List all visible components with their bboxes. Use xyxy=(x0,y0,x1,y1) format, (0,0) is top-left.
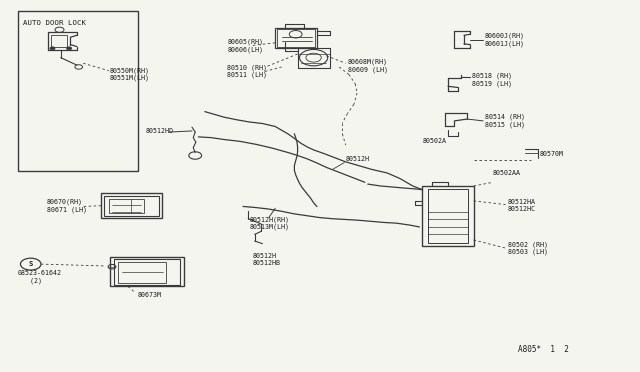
Text: 80502 (RH)
80503 (LH): 80502 (RH) 80503 (LH) xyxy=(508,241,548,255)
Bar xyxy=(110,257,184,286)
Bar xyxy=(104,196,159,216)
Text: 80512H
80512HB: 80512H 80512HB xyxy=(253,253,281,266)
Text: 80512HA
80512HC: 80512HA 80512HC xyxy=(508,199,536,212)
Text: S: S xyxy=(29,261,33,267)
Text: 80518 (RH)
80519 (LH): 80518 (RH) 80519 (LH) xyxy=(472,73,512,87)
Text: 80512H(RH)
80513M(LH): 80512H(RH) 80513M(LH) xyxy=(250,216,290,230)
Text: 80670(RH)
80671 (LH): 80670(RH) 80671 (LH) xyxy=(47,199,87,213)
Bar xyxy=(277,29,315,47)
Text: 80673M: 80673M xyxy=(138,292,161,298)
Text: 80510 (RH)
80511 (LH): 80510 (RH) 80511 (LH) xyxy=(227,64,268,78)
Text: 80514 (RH)
80515 (LH): 80514 (RH) 80515 (LH) xyxy=(485,114,525,128)
Text: 80502AA: 80502AA xyxy=(493,170,521,176)
Bar xyxy=(428,189,468,243)
Text: 80550M(RH)
80551M(LH): 80550M(RH) 80551M(LH) xyxy=(110,67,150,81)
Text: A805*  1  2: A805* 1 2 xyxy=(518,345,569,354)
Text: 08523-61642
   (2): 08523-61642 (2) xyxy=(18,270,62,283)
Text: 80570M: 80570M xyxy=(540,151,564,157)
Text: 80600J(RH)
80601J(LH): 80600J(RH) 80601J(LH) xyxy=(485,33,525,47)
Bar xyxy=(51,35,67,46)
Bar xyxy=(101,193,162,218)
Text: 80512HD: 80512HD xyxy=(146,128,174,134)
Bar xyxy=(18,11,138,171)
Bar xyxy=(114,259,180,285)
Bar xyxy=(109,199,144,213)
Text: 80502A: 80502A xyxy=(422,138,447,144)
Bar xyxy=(275,28,317,48)
Circle shape xyxy=(50,47,55,50)
Text: 80512H: 80512H xyxy=(346,156,370,162)
Bar xyxy=(118,262,166,283)
Circle shape xyxy=(67,47,72,50)
Text: 80605(RH)
80606(LH): 80605(RH) 80606(LH) xyxy=(227,39,263,53)
Text: 80608M(RH)
80609 (LH): 80608M(RH) 80609 (LH) xyxy=(348,59,388,73)
Bar xyxy=(422,186,474,246)
Text: AUTO DOOR LOCK: AUTO DOOR LOCK xyxy=(23,20,86,26)
